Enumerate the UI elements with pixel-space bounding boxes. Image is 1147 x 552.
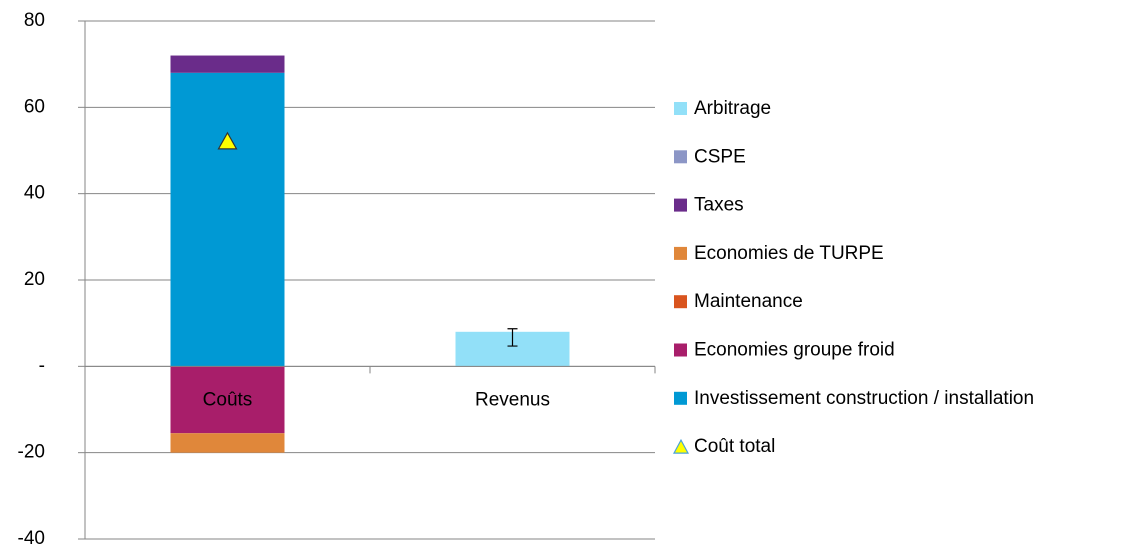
legend-swatch [674,198,687,212]
legend-label: Investissement construction / installati… [694,388,1034,409]
legend-label: Coût total [694,436,775,457]
y-tick-label: 80 [24,10,45,31]
bar-segment [170,366,285,434]
legend-swatch [674,150,687,164]
y-tick-label: 40 [24,183,45,204]
legend-swatch [674,343,687,357]
error-bar [507,328,518,347]
legend-swatch [674,391,687,405]
x-tick-label: Coûts [203,389,253,410]
legend-label: Taxes [694,195,744,216]
legend-label: Arbitrage [694,98,771,119]
legend-swatch [674,295,687,309]
legend-swatch [674,102,687,115]
bar-segment [170,55,285,73]
y-tick-label: 20 [24,269,45,290]
legend-label: Maintenance [694,291,803,312]
y-tick-label: -20 [18,442,45,463]
legend-label: Economies groupe froid [694,340,895,361]
y-tick-label: 60 [24,96,45,117]
bar-segment [170,72,285,367]
x-tick-label: Revenus [475,389,550,410]
bar-segment [170,433,285,453]
legend-label: CSPE [694,146,746,167]
total-marker [217,131,238,150]
legend-swatch [674,246,687,260]
legend-label: Economies de TURPE [694,243,884,264]
y-tick-label: - [39,355,45,376]
legend-symbol [672,438,690,454]
y-tick-label: -40 [18,528,45,547]
